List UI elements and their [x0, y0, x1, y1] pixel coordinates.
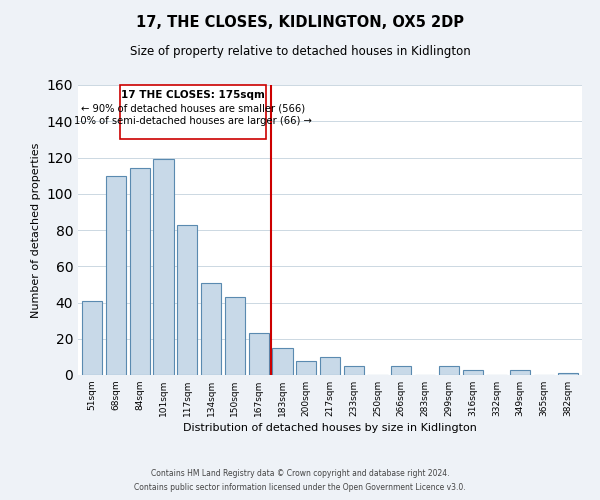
- Bar: [82, 300, 103, 375]
- Bar: [510, 370, 530, 375]
- Bar: [320, 357, 340, 375]
- X-axis label: Distribution of detached houses by size in Kidlington: Distribution of detached houses by size …: [183, 423, 477, 433]
- Bar: [439, 366, 459, 375]
- Bar: [106, 176, 126, 375]
- Text: 10% of semi-detached houses are larger (66) →: 10% of semi-detached houses are larger (…: [74, 116, 311, 126]
- Y-axis label: Number of detached properties: Number of detached properties: [31, 142, 41, 318]
- Text: 17 THE CLOSES: 175sqm: 17 THE CLOSES: 175sqm: [121, 90, 265, 101]
- FancyBboxPatch shape: [119, 85, 266, 140]
- Bar: [557, 373, 578, 375]
- Bar: [391, 366, 412, 375]
- Bar: [201, 282, 221, 375]
- Text: Size of property relative to detached houses in Kidlington: Size of property relative to detached ho…: [130, 45, 470, 58]
- Text: Contains public sector information licensed under the Open Government Licence v3: Contains public sector information licen…: [134, 484, 466, 492]
- Bar: [130, 168, 150, 375]
- Bar: [154, 160, 173, 375]
- Text: ← 90% of detached houses are smaller (566): ← 90% of detached houses are smaller (56…: [80, 103, 305, 113]
- Bar: [248, 334, 269, 375]
- Bar: [463, 370, 483, 375]
- Bar: [296, 360, 316, 375]
- Text: Contains HM Land Registry data © Crown copyright and database right 2024.: Contains HM Land Registry data © Crown c…: [151, 468, 449, 477]
- Bar: [344, 366, 364, 375]
- Bar: [225, 297, 245, 375]
- Bar: [177, 224, 197, 375]
- Bar: [272, 348, 293, 375]
- Text: 17, THE CLOSES, KIDLINGTON, OX5 2DP: 17, THE CLOSES, KIDLINGTON, OX5 2DP: [136, 15, 464, 30]
